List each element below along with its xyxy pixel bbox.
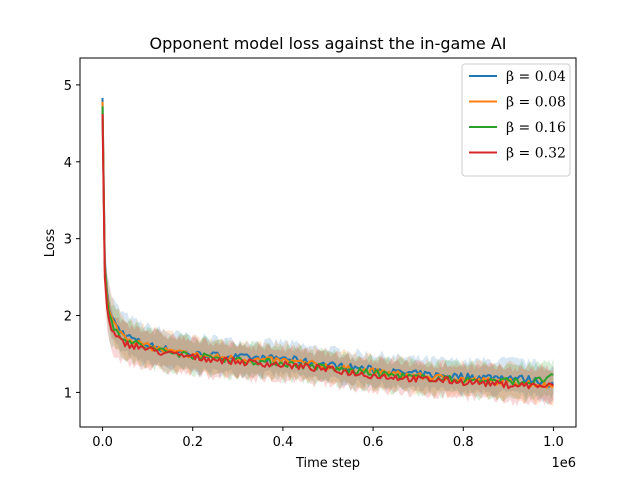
x-tick-label: 0.0 (92, 435, 113, 450)
x-tick-label: 0.4 (273, 435, 294, 450)
chart-title: Opponent model loss against the in-game … (150, 34, 507, 53)
series-line-0-08 (101, 101, 554, 389)
y-tick-label: 3 (64, 233, 72, 248)
y-axis-label: Loss (43, 229, 58, 258)
y-tick-label: 1 (64, 386, 72, 401)
band-0-08 (102, 87, 554, 407)
y-axis-ticks: 1 2 3 4 5 (64, 79, 80, 401)
band-0-16 (102, 97, 554, 403)
x-tick-label: 0.2 (182, 435, 203, 450)
x-axis-ticks: 0.0 0.2 0.4 0.6 0.8 1.0 (92, 427, 564, 450)
y-tick-label: 4 (64, 156, 72, 171)
x-axis-label: Time step (295, 456, 360, 471)
legend: β = 0.04 β = 0.08 β = 0.16 β = 0.32 (461, 63, 571, 177)
plot-frame (79, 57, 577, 428)
legend-box (461, 63, 571, 177)
legend-label-0-04: β = 0.04 (506, 69, 566, 85)
confidence-bands (102, 87, 554, 407)
legend-label-0-08: β = 0.08 (506, 95, 566, 111)
series-lines (101, 97, 555, 390)
series-line-0-32 (101, 114, 555, 390)
band-0-32 (102, 99, 554, 407)
x-tick-label: 0.6 (363, 435, 384, 450)
y-tick-label: 5 (64, 79, 72, 94)
legend-label-0-32: β = 0.32 (506, 146, 566, 162)
y-tick-label: 2 (64, 310, 72, 325)
x-axis-offset-label: 1e6 (551, 456, 576, 471)
x-tick-label: 1.0 (543, 435, 564, 450)
band-0-04 (102, 88, 554, 405)
legend-label-0-16: β = 0.16 (506, 120, 566, 136)
x-tick-label: 0.8 (453, 435, 474, 450)
